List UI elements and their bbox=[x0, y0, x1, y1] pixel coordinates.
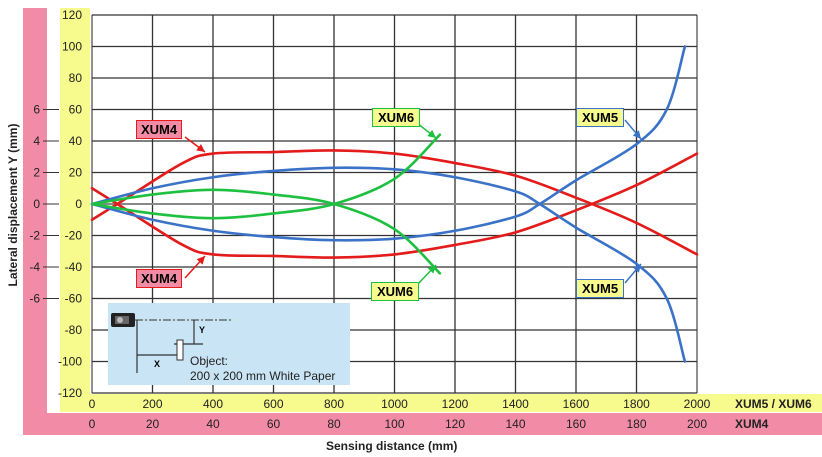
svg-text:60: 60 bbox=[69, 103, 83, 117]
svg-text:6: 6 bbox=[33, 103, 40, 117]
xum4-y-axis-band bbox=[23, 8, 47, 435]
xum4-x-axis-band bbox=[23, 413, 822, 435]
svg-text:120: 120 bbox=[445, 417, 465, 431]
svg-text:-6: -6 bbox=[29, 292, 40, 306]
svg-text:-20: -20 bbox=[65, 229, 83, 243]
svg-text:-60: -60 bbox=[65, 292, 83, 306]
svg-text:100: 100 bbox=[62, 40, 82, 54]
svg-text:40: 40 bbox=[69, 134, 83, 148]
inset-object-label: Object: bbox=[190, 354, 229, 368]
svg-text:0: 0 bbox=[75, 197, 82, 211]
svg-text:4: 4 bbox=[33, 134, 40, 148]
xum56-x-axis-band bbox=[60, 394, 822, 412]
svg-text:20: 20 bbox=[146, 417, 160, 431]
x-axis-name-xum4: XUM4 bbox=[735, 417, 769, 431]
x-axis-name-xum56: XUM5 / XUM6 bbox=[735, 397, 812, 411]
svg-text:-100: -100 bbox=[58, 355, 82, 369]
xum4-lower-curve bbox=[90, 152, 699, 259]
xum4-upper-curve bbox=[90, 149, 699, 256]
x-axis-title: Sensing distance (mm) bbox=[326, 439, 458, 453]
annotation-xum5-lower: XUM5 bbox=[576, 279, 625, 298]
svg-text:600: 600 bbox=[263, 397, 283, 411]
svg-text:-80: -80 bbox=[65, 323, 83, 337]
annotation-xum5-upper: XUM5 bbox=[576, 108, 625, 127]
svg-text:200: 200 bbox=[687, 417, 707, 431]
svg-text:0: 0 bbox=[89, 397, 96, 411]
inset-x-label: X bbox=[154, 359, 161, 369]
svg-text:1600: 1600 bbox=[563, 397, 590, 411]
svg-text:20: 20 bbox=[69, 166, 83, 180]
svg-text:2: 2 bbox=[33, 166, 40, 180]
curves bbox=[90, 45, 699, 363]
svg-text:1400: 1400 bbox=[502, 397, 529, 411]
svg-text:200: 200 bbox=[142, 397, 162, 411]
xum6-upper-curve bbox=[90, 133, 442, 220]
inset-y-label: Y bbox=[199, 325, 206, 335]
svg-text:2000: 2000 bbox=[684, 397, 711, 411]
svg-text:160: 160 bbox=[566, 417, 586, 431]
xum6-lower-curve bbox=[90, 188, 442, 275]
xum5-lower-curve bbox=[90, 45, 687, 242]
svg-text:140: 140 bbox=[505, 417, 525, 431]
svg-text:1200: 1200 bbox=[442, 397, 469, 411]
svg-text:100: 100 bbox=[384, 417, 404, 431]
svg-text:-120: -120 bbox=[58, 386, 82, 400]
xum5-upper-curve bbox=[90, 166, 687, 363]
svg-text:80: 80 bbox=[327, 417, 341, 431]
xum56-y-axis-band bbox=[60, 8, 90, 394]
svg-text:80: 80 bbox=[69, 71, 83, 85]
annotation-xum6-upper: XUM6 bbox=[372, 108, 421, 127]
y-axis-title: Lateral displacement Y (mm) bbox=[6, 123, 20, 287]
inset-diagram: Y X Object: 200 x 200 mm White Paper bbox=[108, 303, 350, 385]
svg-text:1800: 1800 bbox=[623, 397, 650, 411]
inset-object-desc: 200 x 200 mm White Paper bbox=[190, 369, 336, 383]
annotation-xum4-upper: XUM4 bbox=[136, 120, 183, 139]
svg-text:800: 800 bbox=[324, 397, 344, 411]
svg-text:0: 0 bbox=[89, 417, 96, 431]
svg-text:0: 0 bbox=[33, 197, 40, 211]
axis-ticks: 120100806040200-20-40-60-80-100-1206420-… bbox=[29, 8, 710, 431]
svg-text:120: 120 bbox=[62, 8, 82, 22]
svg-text:60: 60 bbox=[267, 417, 281, 431]
svg-text:180: 180 bbox=[626, 417, 646, 431]
svg-text:-4: -4 bbox=[29, 260, 40, 274]
svg-text:1000: 1000 bbox=[381, 397, 408, 411]
svg-text:-2: -2 bbox=[29, 229, 40, 243]
svg-text:-40: -40 bbox=[65, 260, 83, 274]
svg-text:40: 40 bbox=[206, 417, 220, 431]
annotation-xum6-lower: XUM6 bbox=[371, 282, 420, 301]
svg-text:400: 400 bbox=[203, 397, 223, 411]
annotation-xum4-lower: XUM4 bbox=[136, 269, 183, 288]
